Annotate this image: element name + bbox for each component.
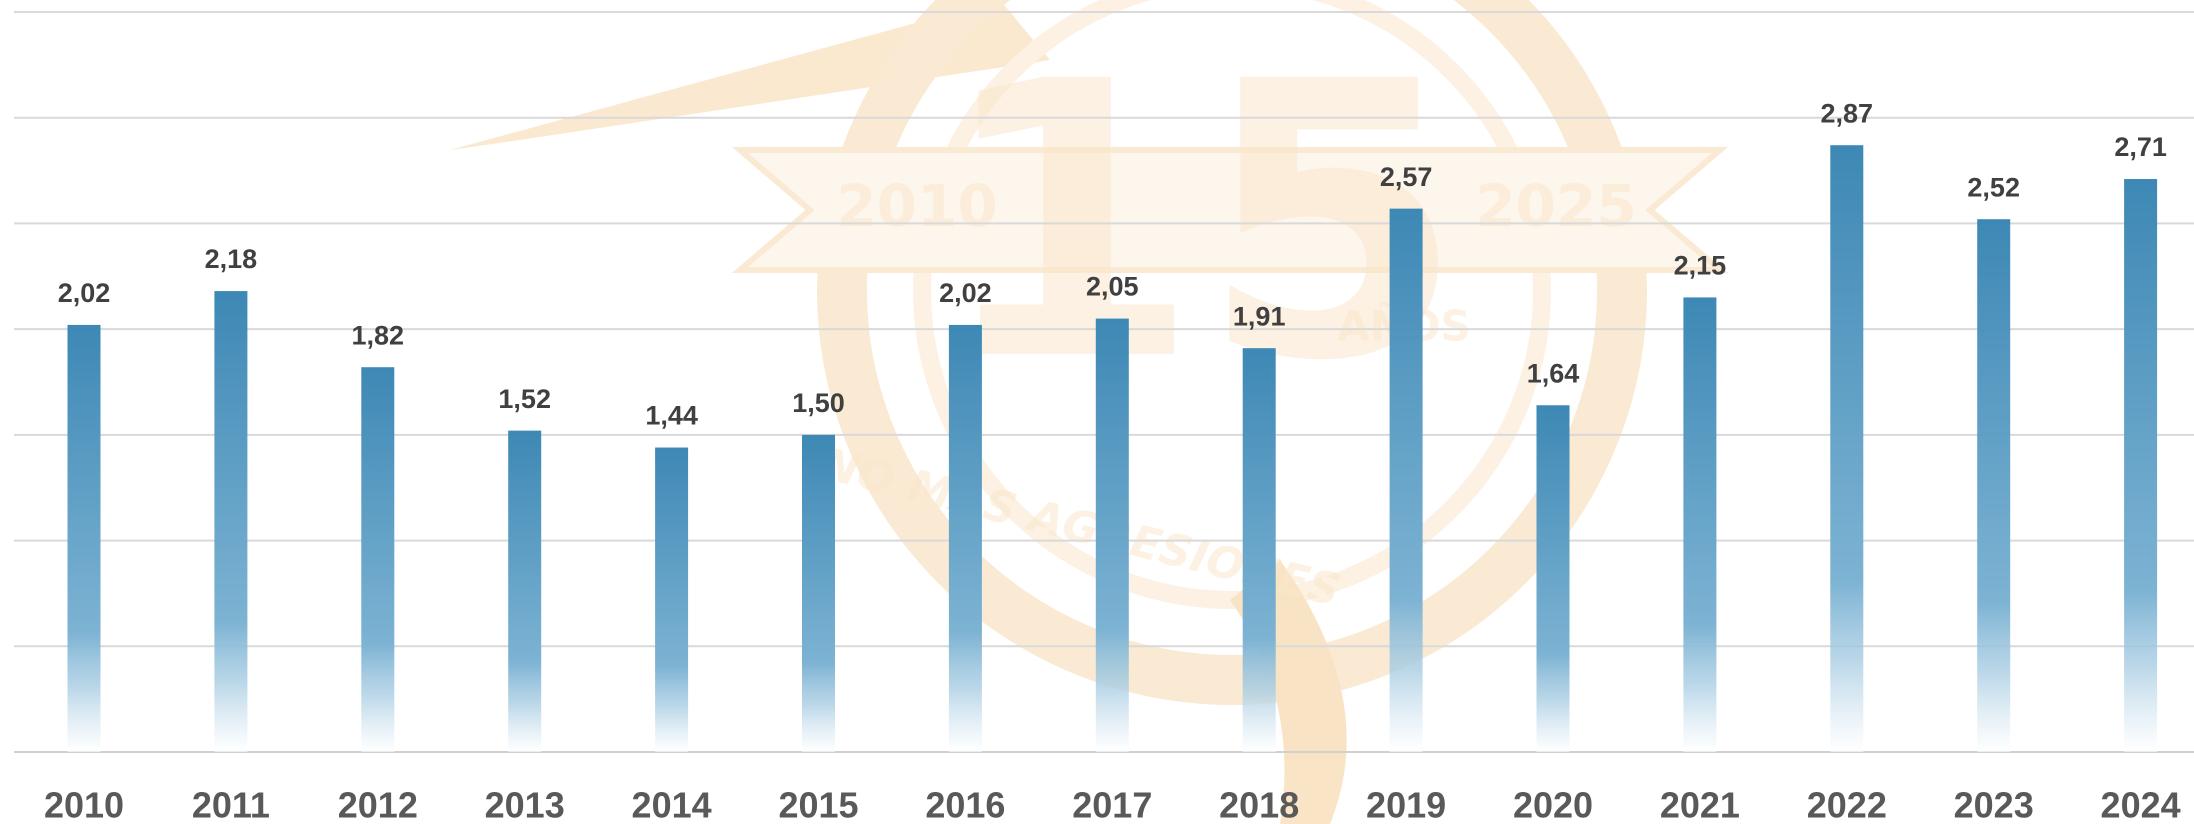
bar: [361, 367, 395, 752]
data-label: 1,52: [498, 384, 551, 414]
x-tick-label: 2024: [2101, 785, 2181, 824]
data-label: 2,18: [205, 244, 258, 274]
data-label: 1,82: [352, 320, 405, 350]
x-tick-label: 2017: [1072, 785, 1152, 824]
bar: [214, 291, 248, 752]
bar: [1683, 297, 1717, 752]
data-label: 1,50: [792, 388, 845, 418]
watermark-start: 2010: [836, 172, 997, 240]
x-tick-label: 2011: [192, 785, 270, 824]
bar: [67, 324, 101, 752]
data-label: 2,02: [58, 278, 111, 308]
bar: [655, 447, 689, 752]
x-tick-label: 2018: [1219, 785, 1299, 824]
bar: [1830, 145, 1864, 752]
x-tick-label: 2012: [338, 785, 418, 824]
data-label: 1,64: [1527, 358, 1580, 388]
ring: [817, 0, 1647, 705]
data-label: 2,02: [939, 278, 992, 308]
x-tick-label: 2019: [1366, 785, 1446, 824]
bar: [948, 324, 982, 752]
bar: [508, 430, 542, 752]
x-tick-label: 2013: [485, 785, 565, 824]
x-tick-label: 2016: [925, 785, 1005, 824]
watermark: 15 2010 2025 AÑOS NO MÁS AGRESIONES: [450, 0, 1729, 824]
x-tick-label: 2020: [1513, 785, 1593, 824]
data-label: 1,44: [645, 401, 698, 431]
x-tick-label: 2010: [44, 785, 124, 824]
x-tick-label: 2022: [1807, 785, 1887, 824]
data-label: 2,52: [1967, 172, 2020, 202]
bar: [1095, 318, 1129, 752]
bar: [2124, 179, 2158, 752]
ribbon: [450, 0, 1050, 150]
data-label: 2,15: [1674, 251, 1727, 281]
x-tick-label: 2014: [632, 785, 712, 824]
data-label: 2,57: [1380, 162, 1433, 192]
bar: [1977, 219, 2011, 752]
watermark-end: 2025: [1475, 172, 1636, 240]
bar: [802, 434, 835, 752]
x-tick-label: 2023: [1954, 785, 2034, 824]
x-tick-label: 2015: [778, 785, 858, 824]
x-tick-label: 2021: [1660, 785, 1740, 824]
data-label: 2,87: [1821, 98, 1874, 128]
bar: [1536, 405, 1570, 752]
data-label: 2,05: [1086, 272, 1139, 302]
bar: [1242, 348, 1276, 752]
banner: [731, 147, 1729, 273]
watermark-number: 15: [936, 1, 1465, 444]
bar: [1389, 208, 1423, 753]
data-label: 1,91: [1233, 301, 1286, 331]
data-label: 2,71: [2114, 132, 2167, 162]
